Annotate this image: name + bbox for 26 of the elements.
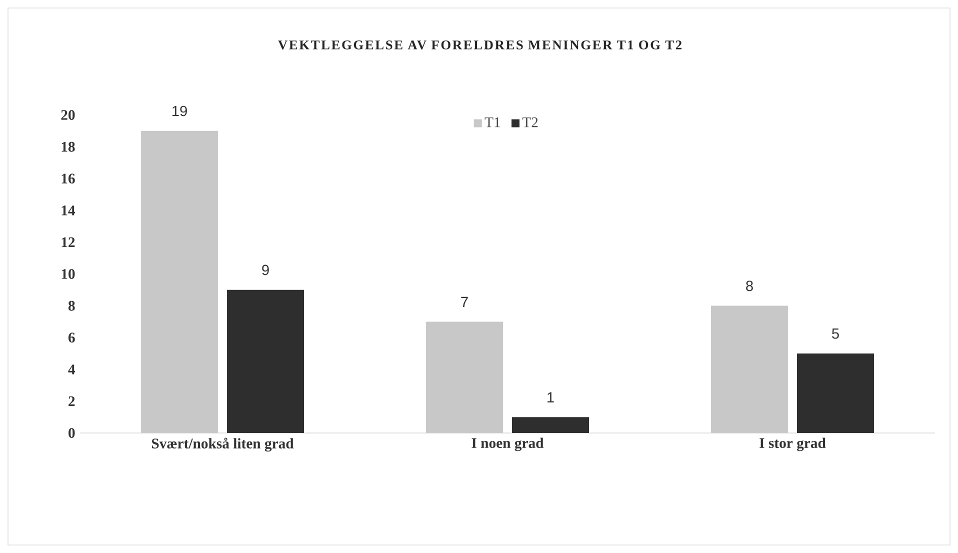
data-label: 5	[832, 328, 839, 339]
y-tick-label: 8	[68, 300, 75, 311]
y-tick-label: 18	[62, 142, 75, 152]
chart-title: VEKTLEGGELSE AV FORELDRES MENINGER T1 OG T2	[278, 40, 682, 50]
y-tick-label: 12	[62, 237, 75, 248]
y-tick-label: 4	[68, 364, 76, 374]
data-label: 1	[548, 392, 554, 402]
data-label: 9	[262, 264, 269, 276]
bar	[796, 353, 874, 433]
legend-label: T2	[522, 117, 538, 128]
bar	[512, 417, 589, 433]
y-tick-label: 10	[62, 269, 75, 279]
x-tick-label: I noen grad	[472, 438, 544, 452]
x-tick-label: I stor grad	[760, 438, 826, 452]
y-tick-label: 14	[62, 206, 76, 216]
y-tick-label: 16	[62, 174, 75, 184]
x-tick-label: Svært/nokså liten grad	[152, 438, 294, 452]
y-tick-label: 6	[68, 332, 75, 343]
y-tick-label: 0	[68, 428, 75, 438]
y-tick-label: 2	[68, 396, 75, 406]
data-label: 19	[172, 106, 187, 116]
y-tick-label: 20	[61, 110, 75, 120]
bar	[227, 290, 304, 433]
data-label: 7	[461, 296, 468, 307]
data-label: 8	[746, 280, 753, 292]
legend-label: T1	[484, 117, 500, 128]
